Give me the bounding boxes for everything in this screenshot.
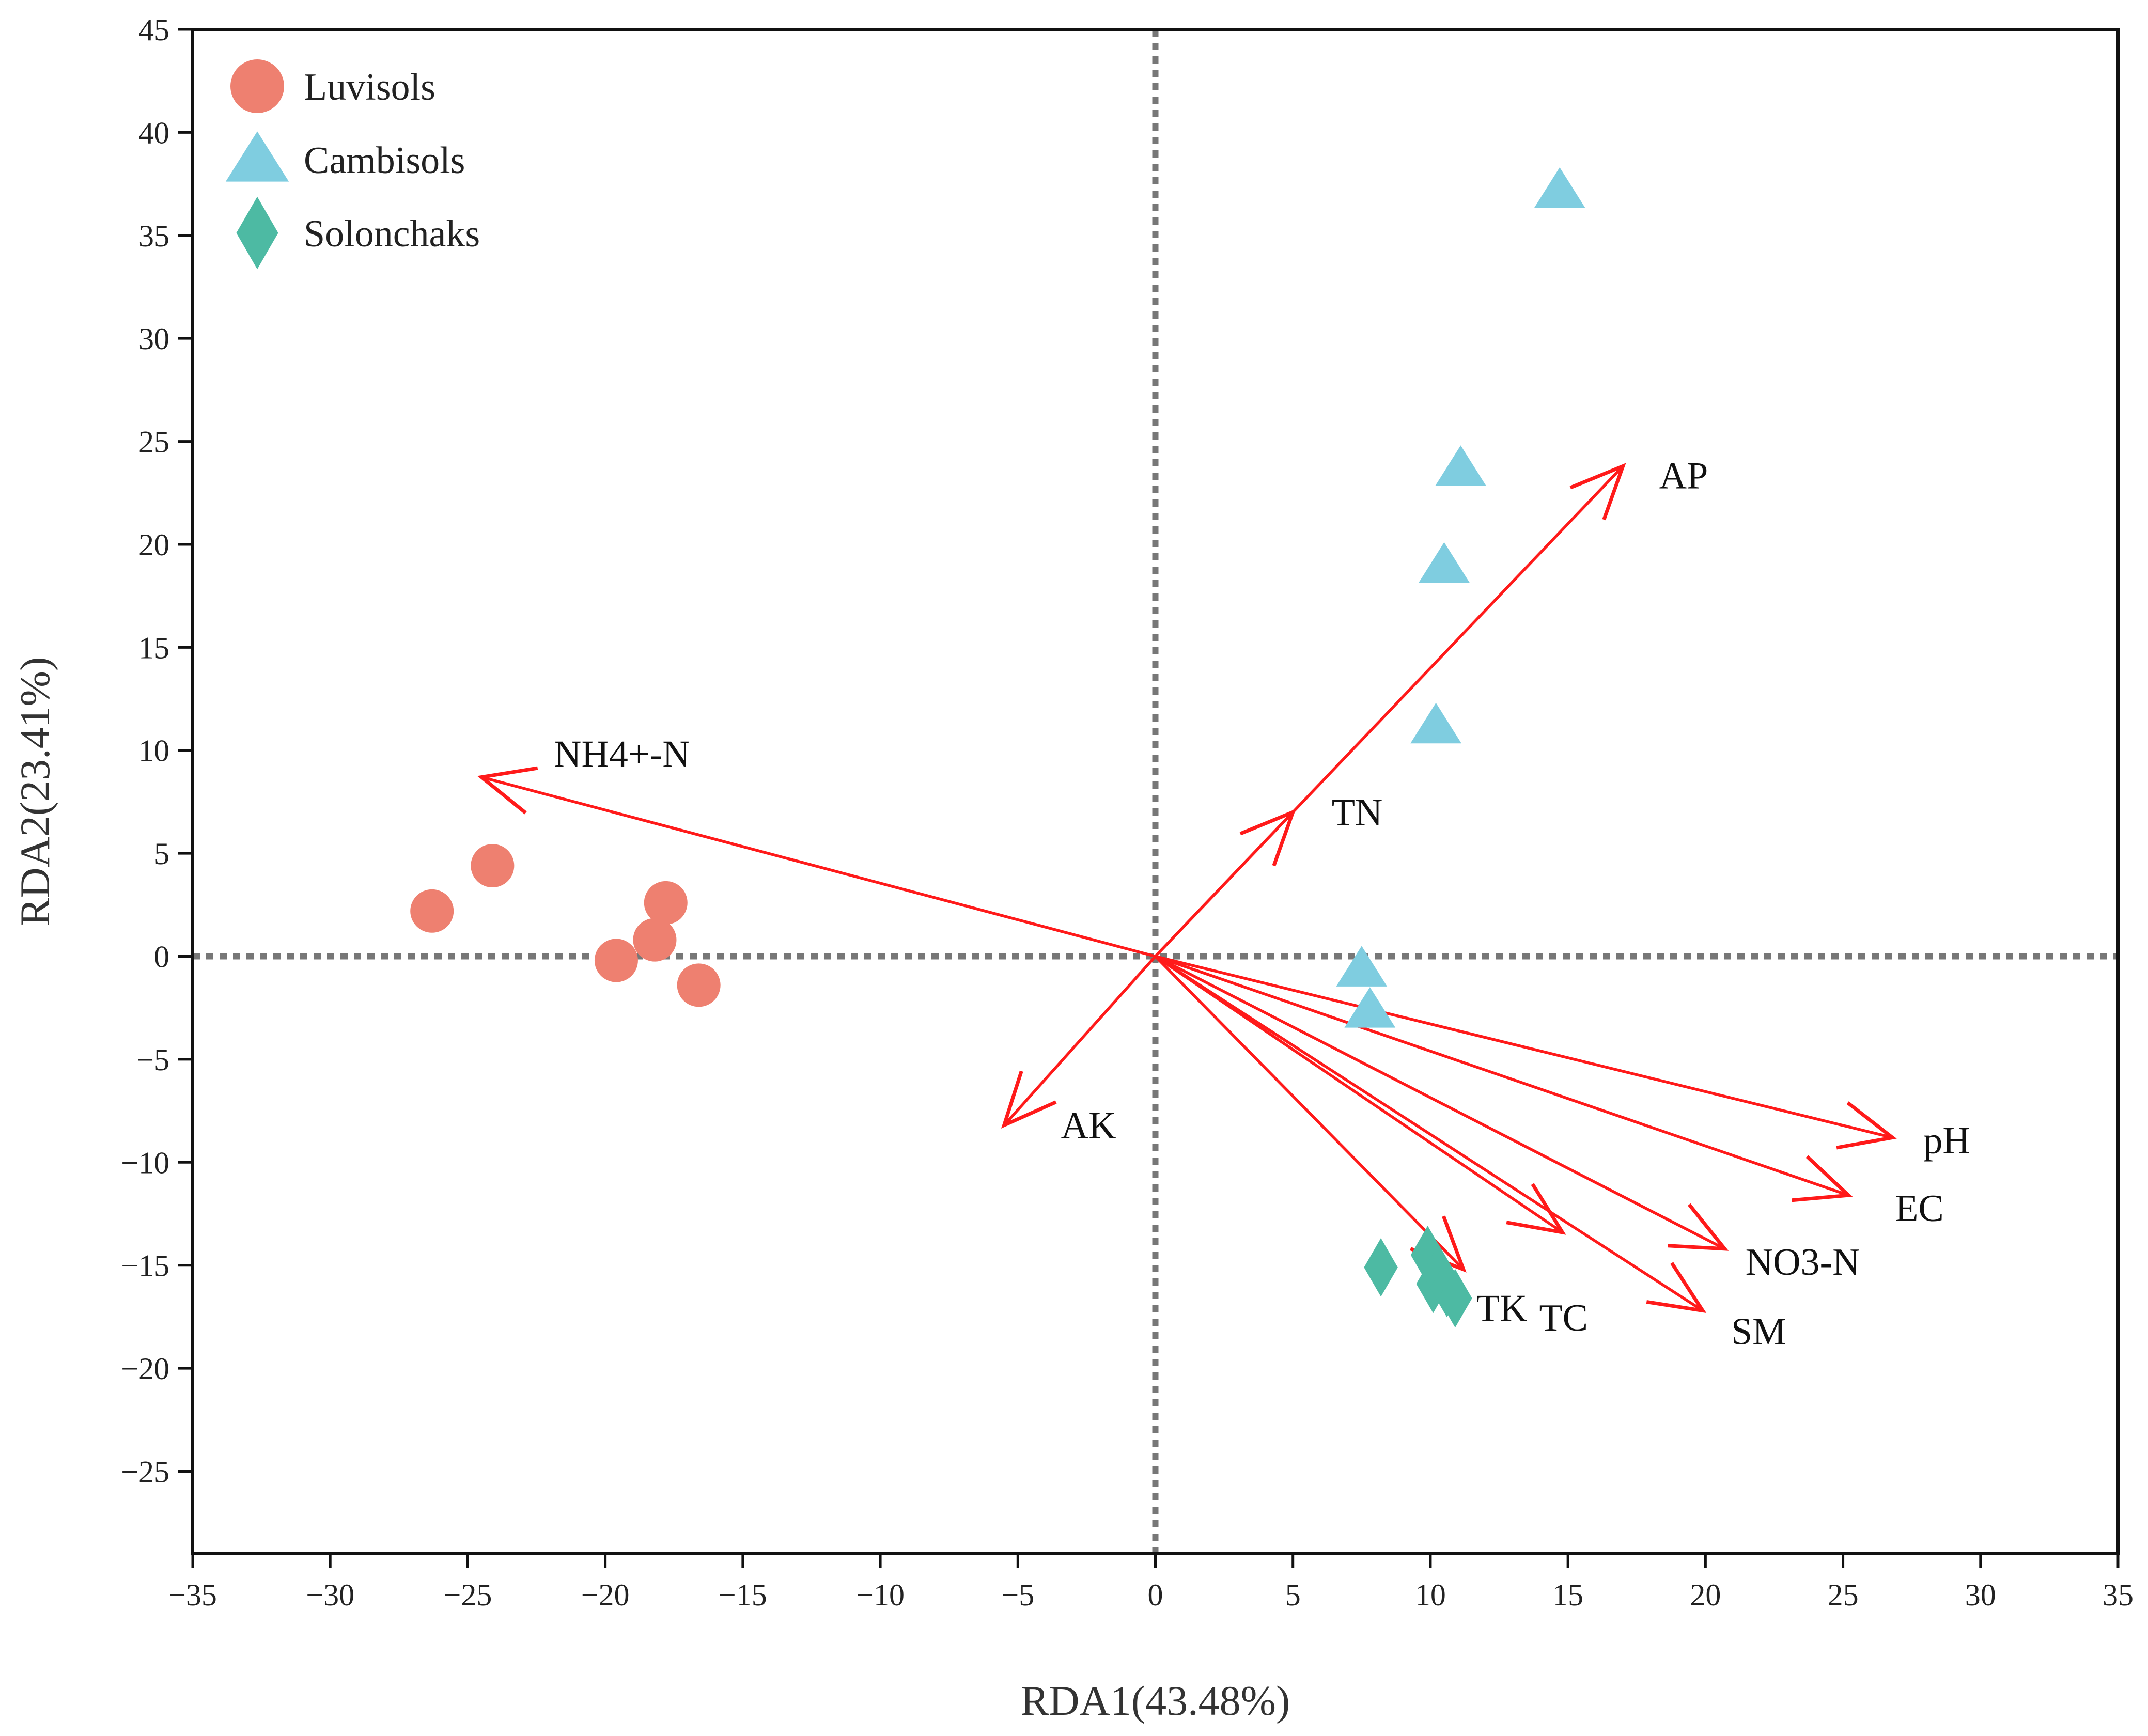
y-tick-label: 25: [138, 425, 169, 459]
point-luvisols: [677, 963, 721, 1007]
vector-head-tn: [1239, 809, 1296, 867]
vector-head-no3-n: [1668, 1203, 1729, 1251]
y-tick-label: 0: [154, 940, 169, 974]
x-tick-label: −5: [1001, 1578, 1034, 1612]
y-axis-title: RDA2(23.41%): [11, 657, 58, 927]
vector-line-ak: [1003, 955, 1157, 1127]
vector-head-ap: [1569, 463, 1626, 521]
vector-label-nh4+-n: NH4+-N: [554, 733, 690, 776]
plot-frame: [191, 28, 2120, 1555]
legend-marker-cambisols: [225, 131, 289, 182]
reference-lines: [193, 29, 2118, 1554]
vector-label-no3-n: NO3-N: [1746, 1241, 1860, 1284]
y-tick-label: −25: [121, 1455, 169, 1489]
vector-label-ak: AK: [1061, 1105, 1116, 1147]
y-tick-label: 10: [138, 734, 169, 768]
legend-label-cambisols: Cambisols: [304, 139, 465, 182]
vector-label-tc: TC: [1539, 1297, 1588, 1339]
point-solonchaks: [1410, 1226, 1445, 1285]
y-tick-label: 35: [138, 219, 169, 253]
vector-head-ph: [1836, 1101, 1897, 1150]
point-cambisols: [1410, 702, 1461, 744]
y-tick-label: −10: [121, 1146, 169, 1180]
point-luvisols: [633, 918, 677, 962]
vector-head-sm: [1646, 1262, 1707, 1313]
point-luvisols: [410, 889, 454, 933]
legend-marker-luvisols: [230, 59, 284, 113]
vector-line-tk: [1154, 955, 1465, 1271]
point-luvisols: [471, 844, 515, 888]
point-cambisols: [1419, 542, 1470, 583]
vector-line-ph: [1155, 955, 1893, 1139]
vector-label-tk: TK: [1476, 1288, 1528, 1330]
x-tick-label: 0: [1148, 1578, 1163, 1612]
vector-label-sm: SM: [1731, 1310, 1786, 1353]
y-tick-label: −20: [121, 1352, 169, 1386]
point-solonchaks: [1438, 1269, 1472, 1328]
y-tick-label: −5: [136, 1043, 169, 1077]
legend-label-luvisols: Luvisols: [304, 66, 435, 108]
x-tick-label: −10: [856, 1578, 905, 1612]
x-tick-label: −30: [306, 1578, 354, 1612]
vector-head-tc: [1506, 1183, 1566, 1235]
y-tick-label: 5: [154, 837, 169, 871]
x-tick-label: −25: [444, 1578, 492, 1612]
x-axis-title: RDA1(43.48%): [1021, 1677, 1290, 1724]
y-tick-label: −15: [121, 1249, 169, 1283]
vector-head-nh4+-n: [477, 766, 538, 815]
y-tick-label: 20: [138, 528, 169, 562]
vector-line-no3-n: [1155, 955, 1725, 1250]
vector-label-tn: TN: [1332, 791, 1383, 834]
x-tick-label: −15: [719, 1578, 767, 1612]
vector-line-nh4+-n: [481, 775, 1156, 958]
vector-line-tc: [1154, 955, 1564, 1234]
sample-points: [410, 167, 1585, 1328]
x-tick-label: −35: [168, 1578, 217, 1612]
point-cambisols: [1336, 946, 1388, 987]
vector-head-ak: [1001, 1070, 1057, 1129]
point-cambisols: [1344, 987, 1396, 1028]
y-tick-label: 15: [138, 631, 169, 665]
point-solonchaks: [1364, 1238, 1398, 1297]
vector-head-ec: [1792, 1155, 1853, 1202]
x-tick-label: 25: [1828, 1578, 1859, 1612]
x-tick-label: 35: [2103, 1578, 2134, 1612]
x-tick-label: 15: [1552, 1578, 1583, 1612]
axes: −35 −30 −25 −20 −15 −10 −5 0 5 10 15 20 25 30 35 −25 −20…: [121, 13, 2134, 1612]
vector-line-ec: [1155, 955, 1849, 1197]
legend-marker-solonchaks: [236, 196, 278, 270]
x-tick-label: 5: [1285, 1578, 1301, 1612]
x-tick-label: 10: [1415, 1578, 1446, 1612]
y-tick-label: 40: [138, 116, 169, 150]
point-luvisols: [594, 939, 638, 982]
vector-label-ec: EC: [1895, 1187, 1944, 1230]
environment-vectors: AP TN NH4+-N AK pH EC NO3-N SM TC TK: [477, 455, 1970, 1353]
vector-line-tn: [1154, 811, 1294, 958]
y-tick-label: 30: [138, 322, 169, 356]
vector-label-ap: AP: [1659, 455, 1708, 497]
point-luvisols: [644, 881, 688, 925]
legend: Luvisols Cambisols Solonchaks: [225, 59, 480, 270]
point-cambisols: [1435, 445, 1486, 486]
vector-line-sm: [1155, 955, 1704, 1312]
x-tick-label: 30: [1965, 1578, 1996, 1612]
vector-label-ph: pH: [1923, 1119, 1970, 1162]
legend-label-solonchaks: Solonchaks: [304, 213, 480, 255]
x-tick-label: 20: [1690, 1578, 1721, 1612]
x-tick-label: −20: [581, 1578, 630, 1612]
y-tick-label: 45: [138, 13, 169, 47]
point-cambisols: [1534, 167, 1585, 208]
